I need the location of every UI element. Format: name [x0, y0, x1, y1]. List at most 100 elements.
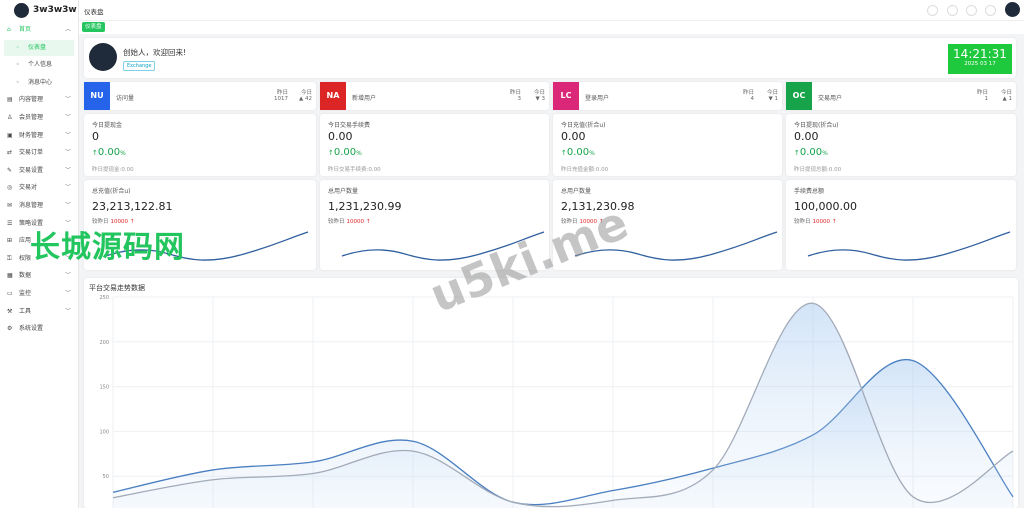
menu-icon: ◦	[16, 43, 20, 51]
menu-label: 交易订单	[19, 149, 44, 157]
change-arrow: ↑	[561, 149, 567, 157]
notice-button[interactable]	[966, 5, 977, 16]
compare-value: 10000	[346, 219, 365, 225]
compare-value: 10000	[579, 219, 598, 225]
today-card: 今日充值(折合u) 0.00 ↑0.00% 昨日充值金额:0.00	[553, 114, 782, 176]
clock: 14:21:31 2025 03 17	[948, 44, 1012, 74]
card-label: 手续费总额	[794, 188, 825, 195]
menu-icon: ▤	[7, 96, 13, 104]
card-value: 0.00	[794, 130, 819, 143]
submenu-item[interactable]: ◦ 个人信息	[0, 57, 78, 73]
menu-icon: ⌂	[7, 26, 11, 33]
submenu-item[interactable]: ◦ 消息中心	[0, 75, 78, 91]
menu-item[interactable]: ♙ 会员管理 ﹀	[0, 110, 78, 126]
change-unit: %	[120, 150, 126, 157]
chevron: ﹀	[65, 290, 72, 297]
chevron: ﹀	[65, 131, 72, 139]
menu-item[interactable]: ⌂ 首页 ︿	[0, 22, 78, 38]
menu-item[interactable]: ☰ 策略设置 ﹀	[0, 216, 78, 232]
yesterday-value: 1017	[274, 96, 288, 102]
change-value: 0.00	[97, 147, 121, 158]
menu-icon: ⚙	[7, 325, 13, 333]
brand: 3w3w3w	[33, 5, 77, 15]
clock-date: 2025 03 17	[964, 61, 996, 67]
search-button[interactable]	[927, 5, 938, 16]
yesterday-value: 3	[517, 96, 522, 102]
logo	[14, 3, 29, 18]
chevron: ﹀	[65, 114, 72, 121]
stat-card: NA 新增用户 昨日 3 今日 ▼ 3	[320, 82, 549, 110]
menu-item[interactable]: ▤ 内容管理 ﹀	[0, 92, 78, 108]
welcome-avatar	[89, 43, 117, 71]
compare-label: 较昨日	[561, 219, 578, 225]
chevron: ︿	[65, 26, 72, 33]
change-unit: %	[356, 150, 362, 157]
sparkline-path	[807, 231, 1011, 261]
welcome-text: 创始人，欢迎回来!	[123, 48, 187, 57]
stat-label: 访问量	[116, 95, 135, 102]
badge: NA	[320, 82, 346, 110]
compare: 较昨日 10000 ↑	[561, 217, 604, 225]
submenu-item[interactable]: ◦ 仪表盘	[4, 39, 74, 56]
menu-icon: ☰	[7, 219, 13, 227]
tab[interactable]: 仪表盘	[82, 22, 105, 32]
welcome-card: 创始人，欢迎回来! Exchange 14:21:31 2025 03 17	[84, 38, 1016, 78]
menu-icon: ⚿	[7, 254, 12, 262]
menu-item[interactable]: ✉ 消息管理 ﹀	[0, 198, 78, 214]
yesterday-label: 昨日	[276, 90, 288, 96]
card-value: 2,131,230.98	[561, 200, 635, 213]
settings-button[interactable]	[985, 5, 996, 16]
change-arrow: ↑	[328, 149, 334, 157]
badge: LC	[553, 82, 579, 110]
menu-item[interactable]: ⇄ 交易订单 ﹀	[0, 145, 78, 161]
topbar-title: 仪表盘	[84, 8, 104, 16]
change-unit: %	[589, 150, 595, 157]
menu-item[interactable]: ✎ 交易设置 ﹀	[0, 163, 78, 179]
menu-item[interactable]: ⚿ 权限 ﹀	[0, 251, 78, 267]
menu-label: 策略设置	[19, 219, 44, 227]
card-label: 总用户数量	[328, 188, 359, 195]
menu-icon: ✎	[7, 166, 13, 174]
card-value: 23,213,122.81	[92, 200, 173, 213]
menu-item[interactable]: ▦ 数据 ﹀	[0, 268, 78, 284]
stat-card: OC 交易用户 昨日 1 今日 ▲ 1	[786, 82, 1016, 110]
menu-item[interactable]: ▣ 财务管理 ﹀	[0, 128, 78, 144]
sparkline	[574, 231, 778, 261]
avatar[interactable]	[1005, 2, 1020, 17]
menu-icon: ◦	[16, 61, 20, 69]
watermark: 长城源码网	[30, 230, 185, 265]
compare: 较昨日 10000 ↑	[794, 217, 837, 225]
change-value: 0.00	[799, 147, 823, 158]
card-footer: 昨日充值金额:0.00	[561, 167, 609, 173]
sparkline	[341, 231, 545, 261]
tag: Exchange	[123, 61, 156, 71]
line	[112, 302, 1014, 508]
menu-item[interactable]: ▭ 监控 ﹀	[0, 286, 78, 302]
badge: NU	[84, 82, 110, 110]
menu-item[interactable]: ⊞ 应用 ﹀	[0, 233, 78, 249]
yesterday-label: 昨日	[742, 90, 754, 96]
fullscreen-button[interactable]	[947, 5, 958, 16]
stat-label: 交易用户	[818, 95, 843, 102]
y-tick-label: 100	[99, 429, 109, 435]
menu-item[interactable]: ⚙ 系统设置	[0, 321, 78, 337]
menu-icon: ♙	[7, 114, 13, 121]
menu-label: 内容管理	[19, 96, 44, 104]
today-card: 今日提现金 0 ↑0.00% 昨日提现金:0.00	[84, 114, 316, 176]
card-footer: 昨日提现总额:0.00	[794, 167, 842, 173]
stat-label: 登录用户	[585, 95, 610, 102]
area	[113, 303, 1013, 508]
menu-icon: ▦	[7, 272, 13, 280]
menu-label: 工具	[19, 307, 32, 315]
compare-label: 较昨日	[328, 219, 345, 225]
menu-item[interactable]: ◎ 交易对 ﹀	[0, 180, 78, 196]
topbar: 仪表盘	[79, 0, 1024, 21]
menu-label: 消息中心	[28, 78, 53, 86]
compare-value: 10000	[110, 219, 129, 225]
menu-item[interactable]: ⚒ 工具 ﹀	[0, 304, 78, 320]
menu-icon: ⇄	[7, 149, 13, 157]
card-label: 今日充值(折合u)	[561, 122, 606, 129]
sparkline-path	[574, 231, 778, 261]
chevron: ﹀	[65, 202, 72, 209]
